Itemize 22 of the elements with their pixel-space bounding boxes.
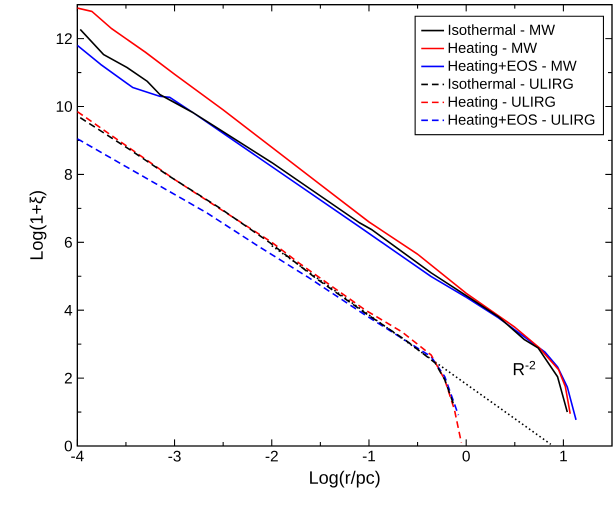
x-tick-label: 1 — [560, 450, 567, 462]
legend-label: Heating - MW — [448, 42, 538, 56]
y-tick-label: 12 — [56, 33, 72, 44]
y-tick-label: 6 — [64, 236, 72, 248]
x-tick-label: 0 — [462, 450, 470, 462]
y-axis-title: Log(1+ξ) — [30, 191, 46, 260]
x-tick-label: -4 — [71, 450, 84, 462]
y-tick-label: 0 — [64, 440, 72, 452]
x-tick-label: -3 — [168, 450, 181, 462]
y-tick-label: 10 — [56, 101, 72, 112]
legend-label: Isothermal - MW — [448, 24, 555, 36]
x-axis-title: Log(r/pc) — [310, 470, 380, 488]
x-tick-label: -2 — [266, 450, 278, 462]
y-tick-label: 2 — [64, 372, 72, 384]
legend-label: Heating+EOS - ULIRG — [448, 114, 594, 128]
legend-label: Heating - ULIRG — [448, 96, 555, 110]
legend-label: Heating+EOS - MW — [448, 60, 577, 74]
y-tick-label: 8 — [64, 168, 72, 180]
legend-label: Isothermal - ULIRG — [448, 78, 573, 89]
annotation: R$^{-2}$ — [514, 360, 536, 376]
x-tick-label: -1 — [362, 450, 376, 462]
y-tick-label: 4 — [64, 304, 72, 316]
